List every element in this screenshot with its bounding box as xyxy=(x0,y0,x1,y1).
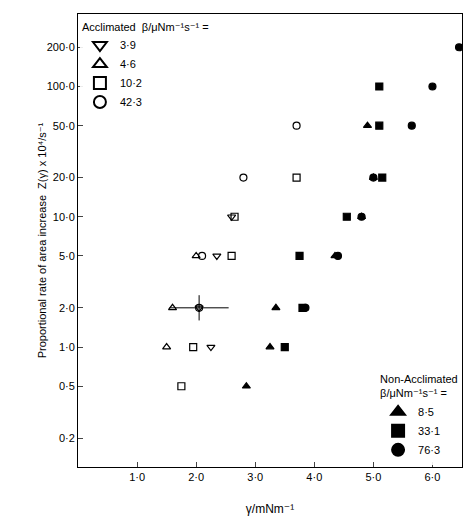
svg-text:33·1: 33·1 xyxy=(418,425,440,437)
svg-text:2·0: 2·0 xyxy=(59,302,75,314)
svg-text:10·0: 10·0 xyxy=(53,211,75,223)
svg-text:10·2: 10·2 xyxy=(120,77,142,89)
svg-text:γ/mNm⁻¹: γ/mNm⁻¹ xyxy=(246,502,294,516)
svg-text:Non-Acclimatedβ/μNm⁻¹s⁻¹ =: Non-Acclimatedβ/μNm⁻¹s⁻¹ = xyxy=(380,373,458,399)
svg-text:Proportional rate of area incr: Proportional rate of area increase Z(γ) … xyxy=(36,122,48,358)
svg-text:2·0: 2·0 xyxy=(188,471,204,483)
svg-text:1·0: 1·0 xyxy=(59,341,75,353)
svg-text:6·0: 6·0 xyxy=(425,471,441,483)
svg-text:50·0: 50·0 xyxy=(53,120,75,132)
svg-text:100·0: 100·0 xyxy=(47,80,75,92)
svg-text:42·3: 42·3 xyxy=(120,96,142,108)
svg-text:8·5: 8·5 xyxy=(418,406,434,418)
svg-text:1·0: 1·0 xyxy=(129,471,145,483)
svg-text:Acclimated β/μNm⁻¹s⁻¹ =: Acclimated β/μNm⁻¹s⁻¹ = xyxy=(82,21,209,33)
svg-text:3·0: 3·0 xyxy=(247,471,263,483)
svg-text:5·0: 5·0 xyxy=(59,250,75,262)
svg-text:4·6: 4·6 xyxy=(120,58,136,70)
svg-text:20·0: 20·0 xyxy=(53,171,75,183)
svg-text:5·0: 5·0 xyxy=(365,471,381,483)
svg-text:4·0: 4·0 xyxy=(306,471,322,483)
svg-text:0·2: 0·2 xyxy=(59,432,75,444)
svg-text:0·5: 0·5 xyxy=(59,380,75,392)
svg-text:200·0: 200·0 xyxy=(47,41,75,53)
svg-text:3·9: 3·9 xyxy=(120,39,136,51)
svg-text:76·3: 76·3 xyxy=(418,444,440,456)
